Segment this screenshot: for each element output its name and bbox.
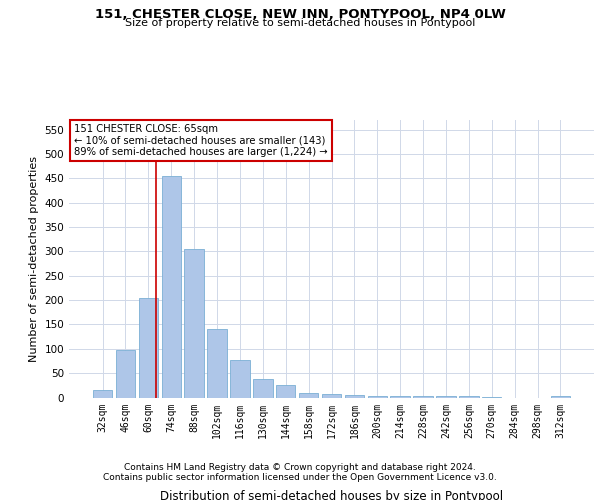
Text: 151, CHESTER CLOSE, NEW INN, PONTYPOOL, NP4 0LW: 151, CHESTER CLOSE, NEW INN, PONTYPOOL, … bbox=[95, 8, 505, 20]
Bar bbox=[344, 395, 364, 398]
X-axis label: Distribution of semi-detached houses by size in Pontypool: Distribution of semi-detached houses by … bbox=[160, 490, 503, 500]
Text: Contains HM Land Registry data © Crown copyright and database right 2024.: Contains HM Land Registry data © Crown c… bbox=[124, 462, 476, 471]
Text: Size of property relative to semi-detached houses in Pontypool: Size of property relative to semi-detach… bbox=[125, 18, 475, 28]
Text: Contains public sector information licensed under the Open Government Licence v3: Contains public sector information licen… bbox=[103, 474, 497, 482]
Bar bbox=[413, 396, 433, 398]
Bar bbox=[253, 379, 272, 398]
Bar bbox=[93, 390, 112, 398]
Bar bbox=[299, 392, 319, 398]
Bar bbox=[116, 350, 135, 398]
Bar bbox=[368, 396, 387, 398]
Bar bbox=[184, 249, 204, 398]
Bar bbox=[139, 298, 158, 398]
Bar bbox=[208, 330, 227, 398]
Bar bbox=[161, 176, 181, 398]
Bar bbox=[391, 396, 410, 398]
Bar bbox=[436, 396, 455, 398]
Bar bbox=[459, 396, 479, 398]
Bar bbox=[551, 396, 570, 398]
Bar bbox=[230, 360, 250, 398]
Bar bbox=[276, 386, 295, 398]
Y-axis label: Number of semi-detached properties: Number of semi-detached properties bbox=[29, 156, 39, 362]
Bar bbox=[322, 394, 341, 398]
Text: 151 CHESTER CLOSE: 65sqm
← 10% of semi-detached houses are smaller (143)
89% of : 151 CHESTER CLOSE: 65sqm ← 10% of semi-d… bbox=[74, 124, 328, 158]
